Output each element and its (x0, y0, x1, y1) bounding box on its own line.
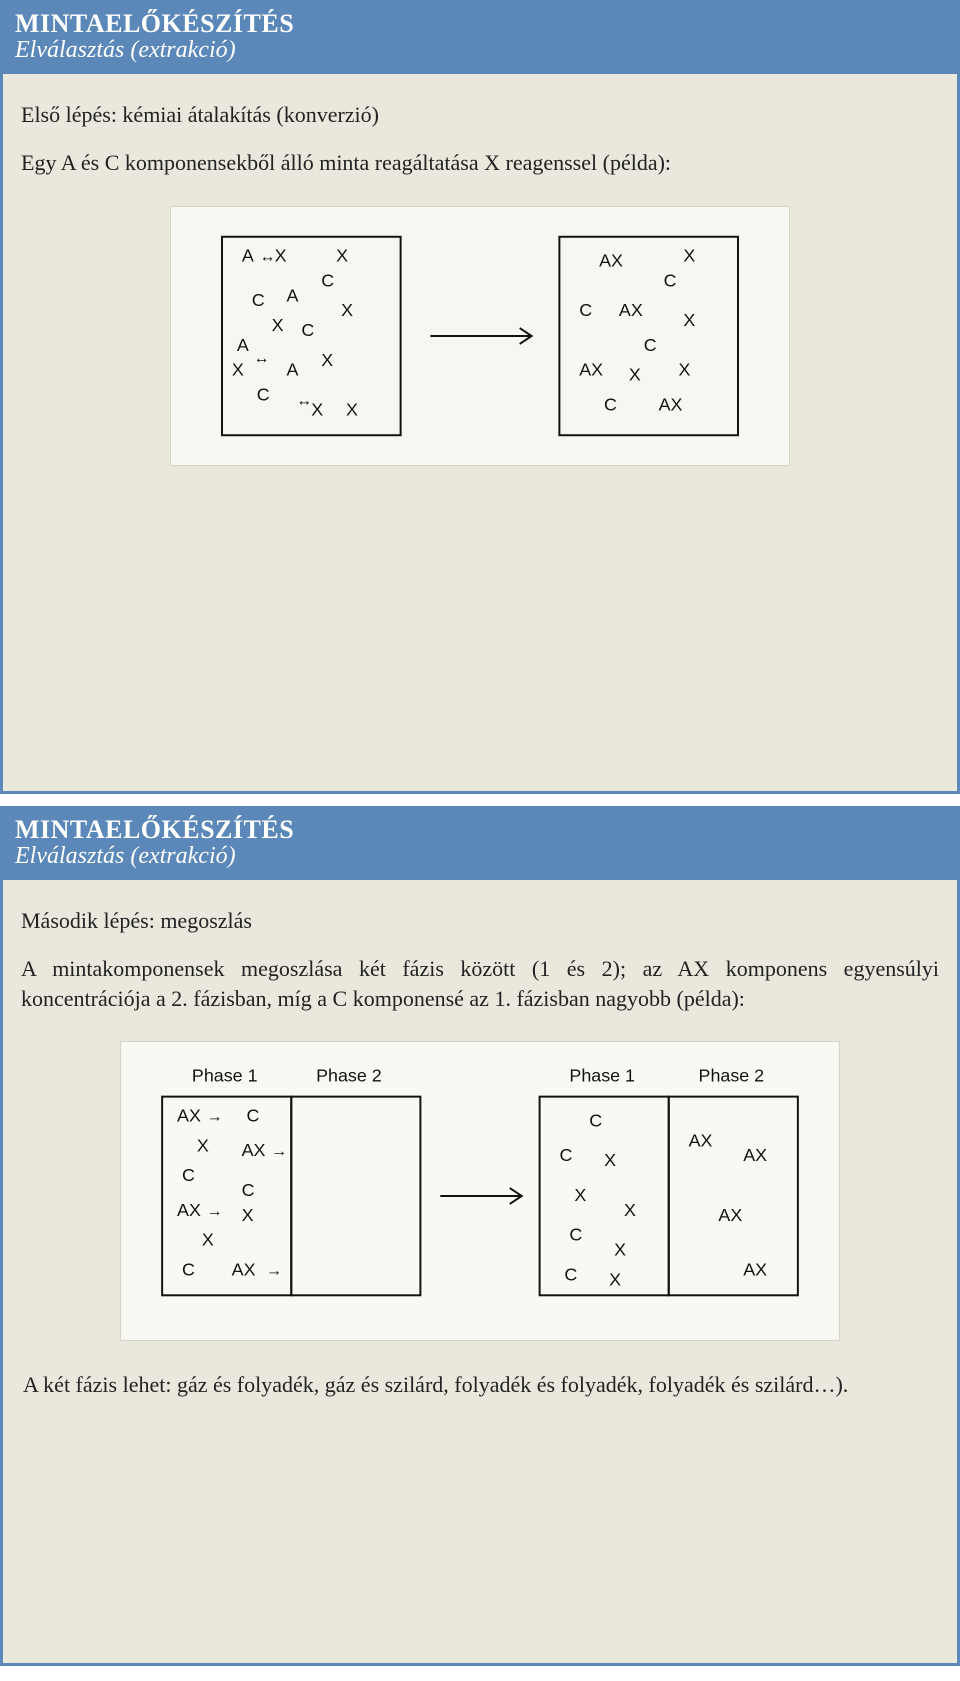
svg-text:X: X (624, 1200, 636, 1220)
svg-text:A: A (287, 285, 299, 305)
svg-text:X: X (197, 1136, 209, 1156)
svg-text:→: → (271, 1144, 287, 1161)
svg-text:C: C (242, 1180, 255, 1200)
panel1-figure-wrap: A↔X X C C A X X C A↔X X A C ↔X X AX (21, 206, 939, 466)
svg-text:C: C (182, 1260, 195, 1280)
phase1-label-left: Phase 1 (192, 1066, 258, 1086)
svg-text:↔: ↔ (254, 349, 270, 366)
panel2-text: A mintakomponensek megoszlása két fázis … (21, 954, 939, 1013)
svg-text:AX: AX (242, 1141, 266, 1161)
svg-text:X: X (678, 359, 690, 379)
svg-text:X: X (242, 1205, 254, 1225)
svg-text:↔: ↔ (296, 392, 312, 409)
svg-text:C: C (589, 1111, 602, 1131)
panel1-title: MINTAELŐKÉSZÍTÉS (15, 9, 945, 39)
conversion-diagram: A↔X X C C A X X C A↔X X A C ↔X X AX (170, 206, 790, 466)
panel2-title: MINTAELŐKÉSZÍTÉS (15, 815, 945, 845)
svg-text:C: C (321, 270, 334, 290)
svg-text:A: A (287, 359, 299, 379)
svg-text:X: X (275, 245, 287, 265)
svg-text:C: C (604, 394, 617, 414)
svg-text:AX: AX (743, 1260, 767, 1280)
panel2-figure-wrap: Phase 1 Phase 2 AX→ C X AX→ C C AX→ X X … (21, 1041, 939, 1341)
svg-text:X: X (614, 1240, 626, 1260)
panel1-step: Első lépés: kémiai átalakítás (konverzió… (21, 102, 939, 128)
phase2-label-left: Phase 2 (316, 1066, 382, 1086)
svg-text:X: X (202, 1230, 214, 1250)
svg-text:X: X (272, 315, 284, 335)
svg-text:AX: AX (743, 1146, 767, 1166)
panel-partition: MINTAELŐKÉSZÍTÉS Elválasztás (extrakció)… (0, 806, 960, 1666)
svg-text:AX: AX (718, 1205, 742, 1225)
svg-text:AX: AX (232, 1260, 256, 1280)
panel1-header: MINTAELŐKÉSZÍTÉS Elválasztás (extrakció) (3, 3, 957, 74)
svg-text:AX: AX (619, 300, 643, 320)
svg-text:C: C (579, 300, 592, 320)
svg-text:C: C (182, 1165, 195, 1185)
panel2-body: Második lépés: megoszlás A mintakomponen… (3, 880, 957, 1436)
svg-text:→: → (207, 1203, 223, 1220)
phase1-label-right: Phase 1 (569, 1066, 635, 1086)
partition-diagram: Phase 1 Phase 2 AX→ C X AX→ C C AX→ X X … (120, 1041, 840, 1341)
panel2-subtitle: Elválasztás (extrakció) (15, 843, 945, 870)
svg-text:X: X (683, 245, 695, 265)
svg-text:↔: ↔ (260, 248, 276, 265)
svg-text:C: C (564, 1265, 577, 1285)
panel2-header: MINTAELŐKÉSZÍTÉS Elválasztás (extrakció) (3, 809, 957, 880)
svg-text:→: → (266, 1263, 282, 1280)
panel1-subtitle: Elválasztás (extrakció) (15, 37, 945, 64)
svg-text:AX: AX (659, 394, 683, 414)
panel-conversion: MINTAELŐKÉSZÍTÉS Elválasztás (extrakció)… (0, 0, 960, 794)
svg-text:X: X (232, 359, 244, 379)
svg-text:AX: AX (177, 1200, 201, 1220)
svg-text:X: X (609, 1270, 621, 1290)
svg-text:C: C (257, 384, 270, 404)
svg-text:A: A (237, 335, 249, 355)
svg-text:X: X (311, 399, 323, 419)
panel1-text: Egy A és C komponensekből álló minta rea… (21, 148, 939, 178)
svg-text:C: C (247, 1106, 260, 1126)
svg-text:X: X (629, 364, 641, 384)
svg-text:A: A (242, 245, 254, 265)
svg-text:X: X (346, 399, 358, 419)
svg-text:C: C (569, 1225, 582, 1245)
svg-text:C: C (301, 320, 314, 340)
svg-text:X: X (336, 245, 348, 265)
svg-text:X: X (321, 349, 333, 369)
svg-text:C: C (644, 335, 657, 355)
svg-text:→: → (207, 1109, 223, 1126)
svg-text:X: X (683, 310, 695, 330)
svg-text:AX: AX (689, 1131, 713, 1151)
svg-text:C: C (664, 270, 677, 290)
svg-text:X: X (574, 1185, 586, 1205)
phase2-label-right: Phase 2 (699, 1066, 765, 1086)
svg-text:C: C (252, 290, 265, 310)
panel2-step: Második lépés: megoszlás (21, 908, 939, 934)
panel2-footer: A két fázis lehet: gáz és folyadék, gáz … (21, 1371, 939, 1400)
svg-text:X: X (341, 300, 353, 320)
svg-text:AX: AX (579, 359, 603, 379)
svg-text:AX: AX (599, 250, 623, 270)
svg-text:C: C (559, 1146, 572, 1166)
svg-text:AX: AX (177, 1106, 201, 1126)
svg-text:X: X (604, 1151, 616, 1171)
panel1-body: Első lépés: kémiai átalakítás (konverzió… (3, 74, 957, 576)
